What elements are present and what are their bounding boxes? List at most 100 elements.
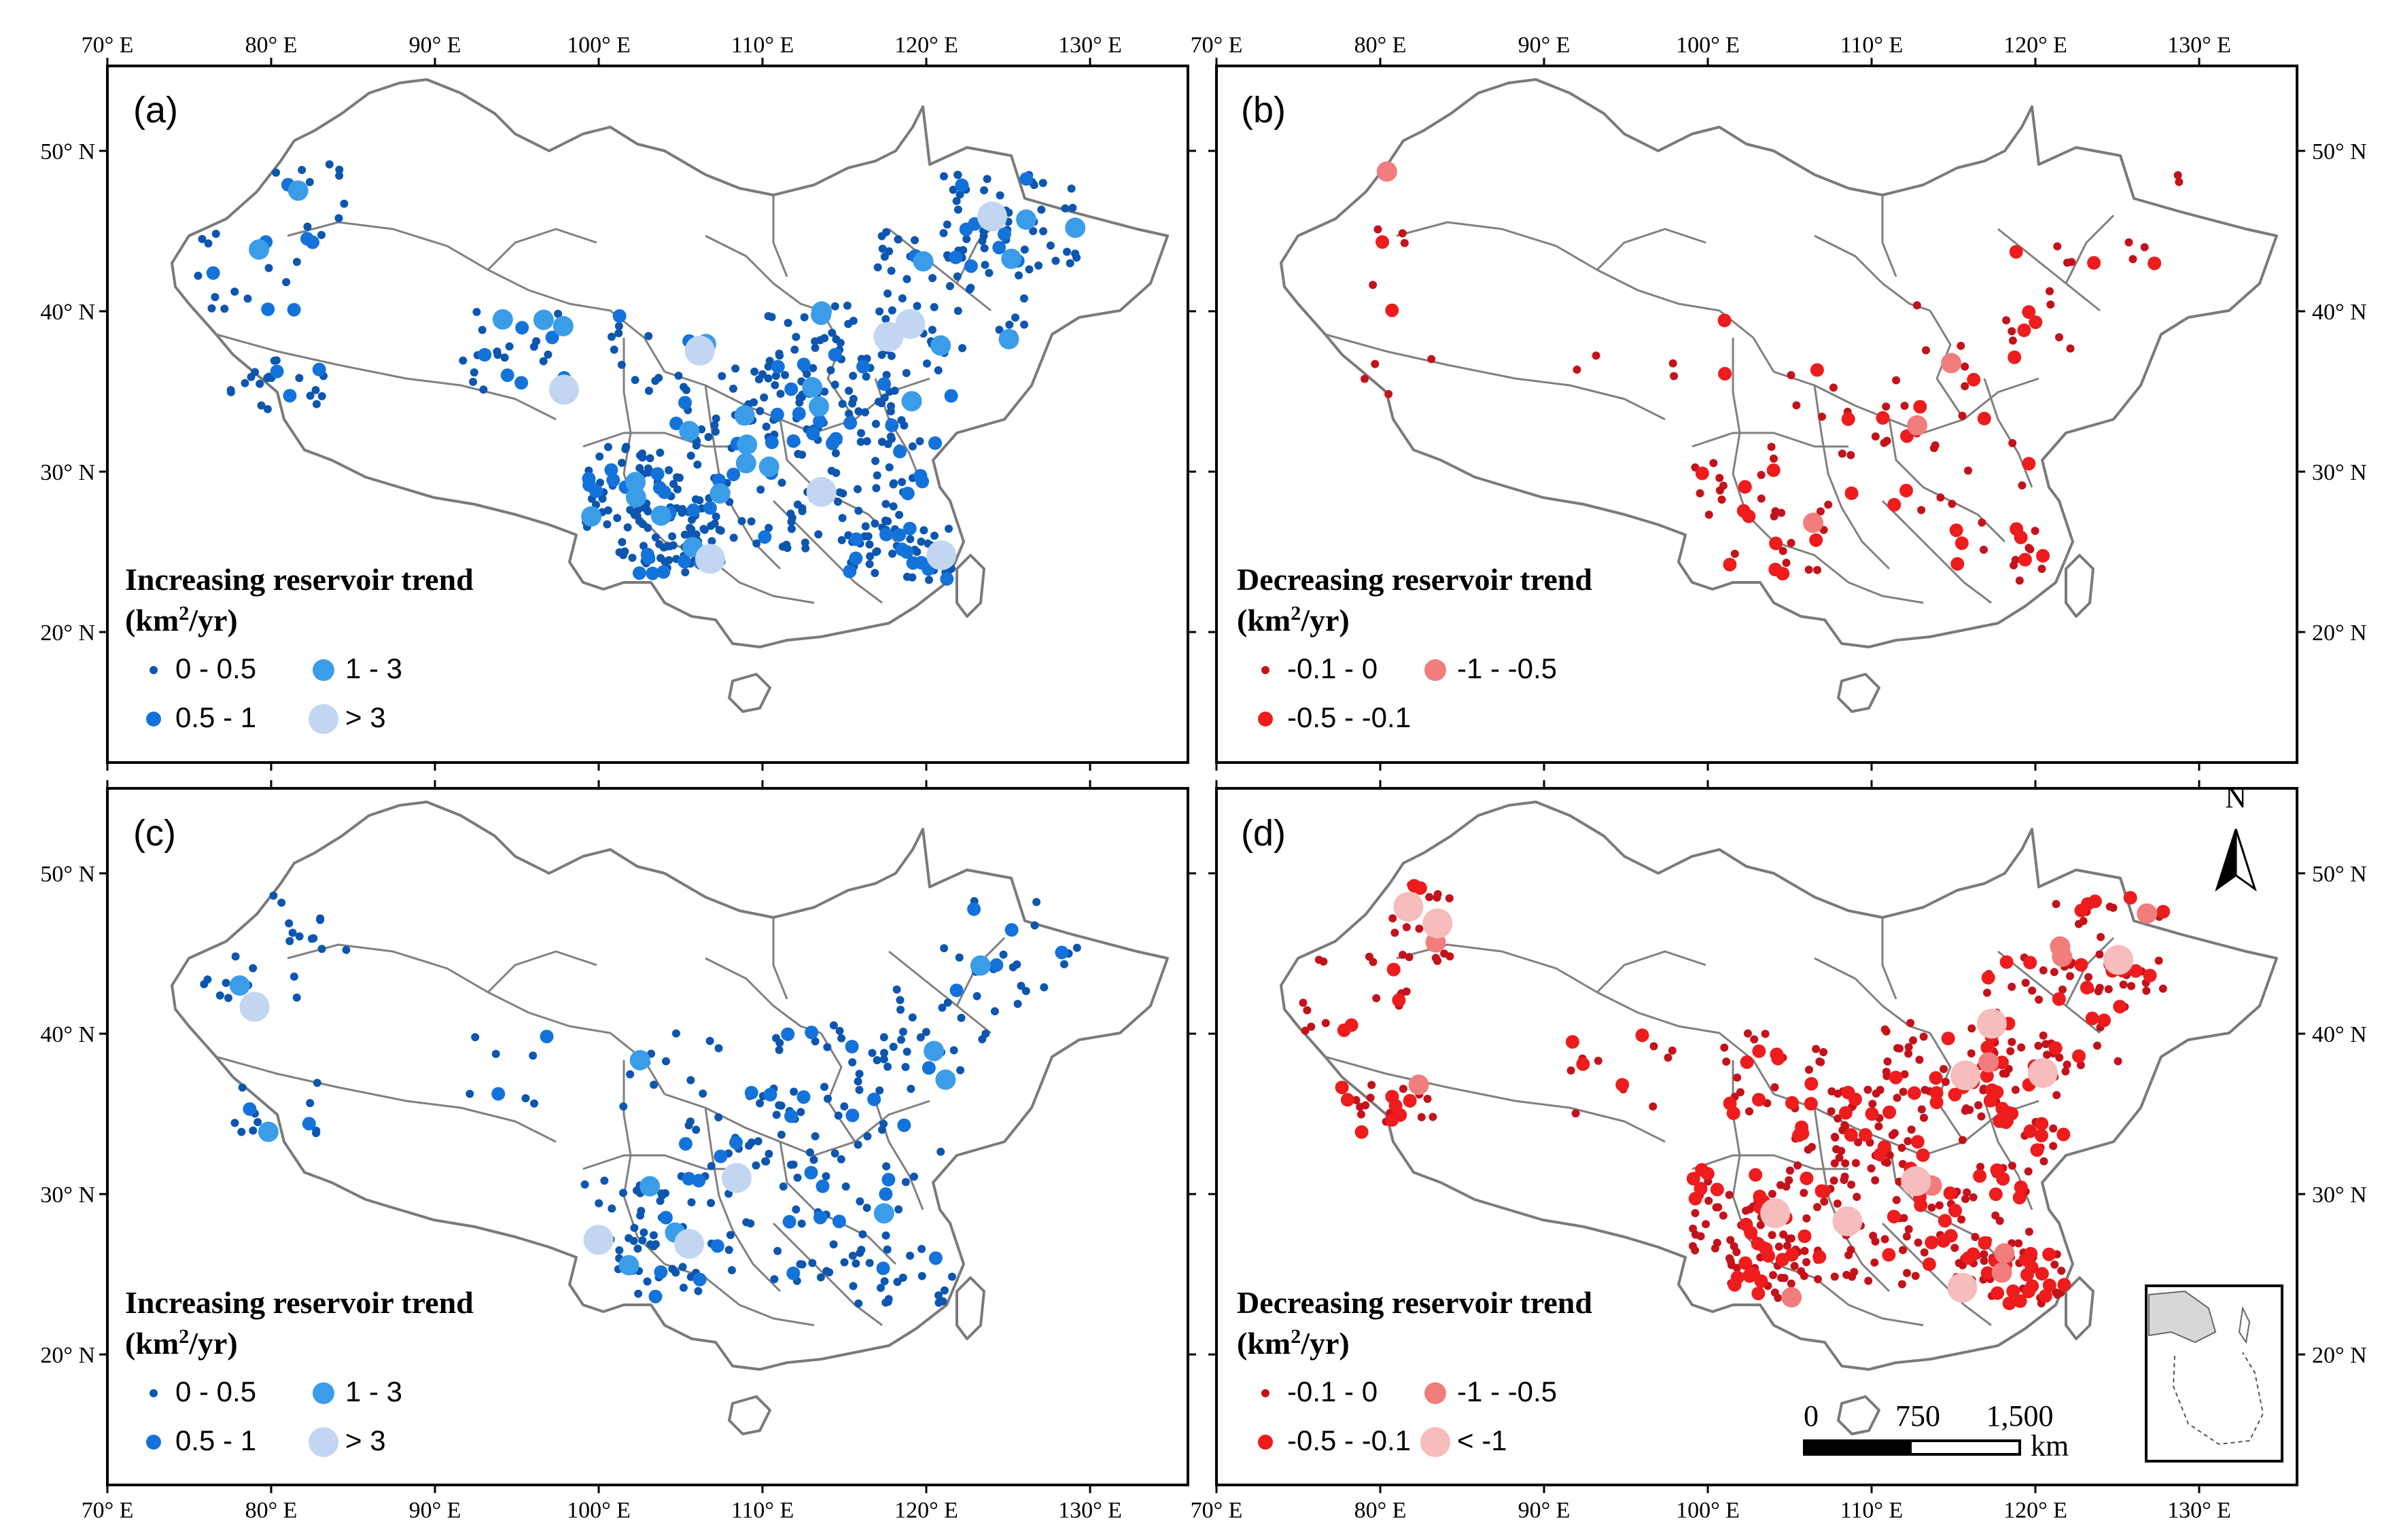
reservoir-point — [1844, 486, 1859, 500]
reservoir-point — [2014, 1239, 2023, 1248]
reservoir-point — [1929, 1096, 1944, 1110]
reservoir-point — [1757, 494, 1766, 503]
reservoir-point — [648, 1289, 663, 1303]
reservoir-point — [889, 1043, 898, 1051]
reservoir-point — [198, 234, 207, 243]
reservoir-point — [792, 1205, 801, 1214]
reservoir-point — [881, 1231, 890, 1240]
reservoir-point — [1980, 1069, 1994, 1083]
reservoir-point — [939, 229, 948, 237]
reservoir-point — [530, 1099, 538, 1108]
reservoir-point — [678, 508, 686, 517]
reservoir-point — [1372, 994, 1381, 1002]
reservoir-point — [796, 1090, 811, 1104]
reservoir-point — [1904, 1049, 1913, 1058]
reservoir-point — [1055, 945, 1069, 960]
reservoir-point — [985, 268, 994, 277]
legend-units: (km2/yr) — [1237, 602, 1350, 638]
reservoir-point — [718, 372, 726, 381]
legend-swatch — [150, 666, 158, 674]
reservoir-point — [838, 400, 847, 408]
reservoir-point — [809, 1155, 818, 1164]
legend-units-suffix: /yr) — [188, 603, 238, 637]
reservoir-point — [2039, 966, 2048, 975]
legend-units: (km2/yr) — [1237, 1325, 1350, 1361]
reservoir-point — [1854, 1138, 1863, 1147]
reservoir-point — [606, 473, 620, 487]
reservoir-point — [1399, 1085, 1407, 1093]
legend-units-suffix: /yr) — [188, 1326, 238, 1361]
reservoir-point — [756, 1099, 765, 1108]
reservoir-point — [777, 478, 786, 487]
reservoir-point — [1367, 1081, 1376, 1089]
reservoir-point — [582, 472, 596, 486]
reservoir-point — [1976, 1009, 2007, 1039]
reservoir-point — [1425, 893, 1434, 901]
reservoir-point — [539, 357, 548, 366]
reservoir-point — [1999, 1069, 2008, 1078]
reservoir-point — [629, 1050, 650, 1070]
reservoir-point — [1973, 1169, 1987, 1183]
reservoir-point — [814, 530, 823, 539]
reservoir-point — [2008, 983, 2016, 991]
reservoir-point — [879, 527, 893, 542]
reservoir-point — [1744, 1225, 1758, 1240]
reservoir-point — [1752, 1044, 1766, 1058]
reservoir-point — [922, 1028, 930, 1036]
reservoir-point — [845, 1108, 860, 1123]
reservoir-point — [2018, 553, 2032, 567]
reservoir-point — [834, 497, 842, 506]
reservoir-point — [302, 1117, 316, 1131]
x-tick-label: 110° E — [731, 1498, 794, 1523]
reservoir-point — [638, 1236, 647, 1245]
reservoir-point — [1848, 1092, 1862, 1106]
reservoir-point — [548, 374, 579, 405]
reservoir-point — [898, 294, 907, 302]
panel-label-c: (c) — [133, 813, 176, 854]
reservoir-point — [854, 506, 863, 515]
reservoir-point — [885, 247, 894, 256]
reservoir-point — [692, 1125, 701, 1134]
reservoir-point — [770, 407, 784, 421]
reservoir-point — [1983, 988, 1991, 997]
reservoir-point — [808, 1259, 817, 1267]
reservoir-point — [1967, 372, 1981, 387]
reservoir-point — [1307, 1022, 1316, 1031]
reservoir-point — [2039, 1157, 2048, 1166]
reservoir-point — [1841, 1159, 1850, 1168]
reservoir-point — [726, 1231, 735, 1240]
axis-ticks: 70° E 80° E 90° E 100° E 110° E 120° E 130° E 5… — [40, 33, 2366, 1523]
reservoir-point — [1841, 412, 1855, 426]
legend-label: -1 - -0.5 — [1457, 652, 1557, 684]
reservoir-point — [1802, 1214, 1811, 1223]
reservoir-point — [1850, 1267, 1859, 1276]
reservoir-point — [939, 172, 948, 181]
reservoir-point — [1869, 1231, 1878, 1240]
reservoir-point — [2018, 481, 2027, 490]
panel-label-d: (d) — [1241, 813, 1286, 854]
reservoir-point — [915, 437, 924, 446]
reservoir-point — [940, 572, 954, 586]
reservoir-point — [955, 178, 969, 192]
reservoir-point — [1373, 225, 1382, 234]
reservoir-point — [760, 393, 769, 402]
reservoir-point — [879, 1187, 893, 1201]
reservoir-point — [2002, 1296, 2016, 1310]
reservoir-point — [916, 1033, 925, 1042]
reservoir-point — [947, 1272, 956, 1281]
reservoir-point — [841, 1182, 850, 1191]
reservoir-point — [856, 360, 870, 374]
reservoir-point — [1991, 1211, 2000, 1220]
reservoir-point — [2035, 1267, 2049, 1281]
reservoir-point — [944, 389, 958, 403]
reservoir-point — [1037, 205, 1046, 214]
legend-units-exponent: 2 — [179, 1325, 189, 1348]
y-tick-label: 50° N — [40, 139, 95, 164]
reservoir-point — [1025, 265, 1034, 274]
reservoir-point — [287, 180, 309, 201]
reservoir-point — [1787, 538, 1795, 547]
reservoir-point — [1722, 1057, 1731, 1066]
reservoir-point — [643, 1277, 652, 1286]
reservoir-point — [913, 251, 934, 272]
reservoir-point — [801, 538, 809, 547]
